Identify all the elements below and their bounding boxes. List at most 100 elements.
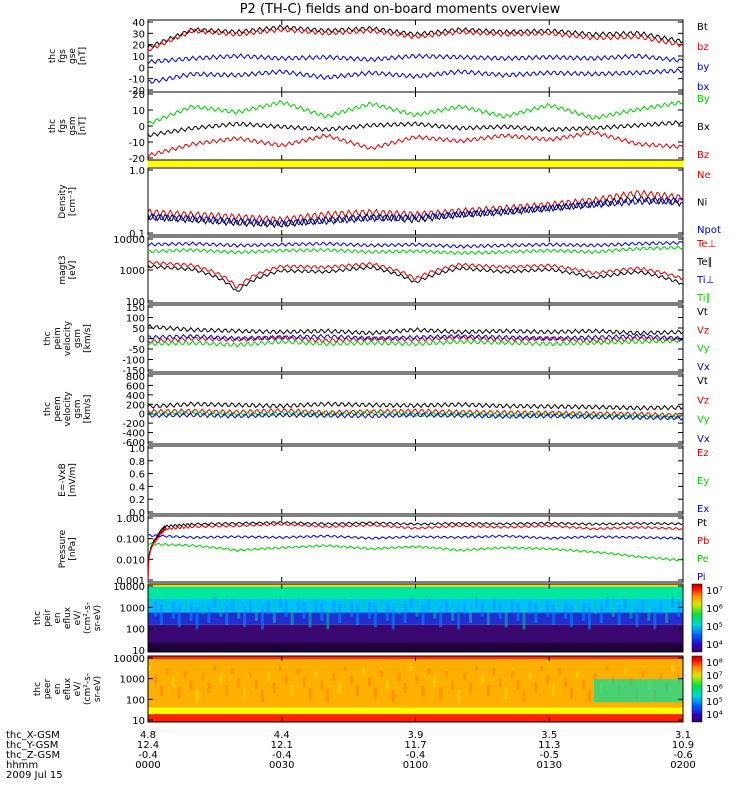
peer-texture	[373, 687, 377, 700]
peir-texture	[255, 603, 258, 621]
peer-texture	[243, 687, 247, 700]
peir-texture	[570, 605, 574, 628]
peim_velocity-series-Vx	[147, 333, 684, 342]
peir-ytick-label: 100	[126, 625, 145, 636]
peir-texture	[183, 599, 187, 613]
ephemeris-label: thc_Y-GSM	[6, 740, 58, 751]
peer-texture	[379, 670, 383, 678]
peir-texture	[397, 600, 401, 615]
peer-texture	[350, 675, 354, 684]
efield-legend-Ey: Ey	[697, 476, 709, 487]
peir-texture	[558, 598, 562, 610]
peir-texture	[326, 606, 330, 630]
peer-texture	[540, 665, 544, 672]
fgs_gse-ytick-label: -10	[129, 75, 145, 86]
temperature-ytick-label: 10000	[113, 235, 145, 246]
peer-texture	[237, 677, 241, 687]
peir-texture	[379, 599, 383, 613]
peir-texture	[504, 605, 508, 628]
peer-texture	[564, 677, 568, 687]
peem_velocity-ylabel: thc	[43, 402, 53, 416]
peir-texture	[195, 606, 199, 630]
peer-colorbar-label: 10⁵	[706, 697, 723, 708]
peim_velocity-legend-Vz: Vz	[697, 325, 709, 336]
ephemeris-table: thc_X-GSM 4.8 4.4 3.9 3.5 3.1 thc_Y-GSM 12.4 12.…	[6, 730, 696, 781]
peir-texture	[213, 597, 217, 608]
peer-texture	[189, 680, 193, 690]
peer-ylabel: peer	[43, 678, 53, 699]
fgs_gse-ylabel: [nT]	[78, 47, 88, 65]
temperature-series-Te∥	[147, 264, 684, 292]
peer-texture	[641, 670, 645, 678]
peer-texture	[326, 689, 330, 703]
peer-band	[148, 707, 683, 715]
peim_velocity-ytick-label: 100	[126, 314, 145, 325]
peir-ylabel: thc	[33, 611, 43, 625]
peir-texture	[540, 597, 544, 608]
peem_velocity-ylabel: velocity	[63, 391, 73, 427]
pressure-ylabel: Pressure	[58, 529, 68, 568]
fgs_gsm-ylabel: [nT]	[78, 117, 88, 135]
peer-texture	[290, 685, 294, 697]
peer-texture	[272, 682, 276, 694]
ephemeris-label: hhmm	[6, 760, 38, 771]
peer-texture	[177, 687, 181, 700]
peem_velocity-ylabel: [km/s]	[83, 395, 93, 424]
peim_velocity-legend-Vy: Vy	[697, 344, 710, 355]
peer-colorbar-label: 10⁶	[706, 684, 723, 695]
fgs_gsm-series-Bx	[147, 120, 684, 138]
peir-texture	[314, 599, 318, 613]
density-legend-Ni: Ni	[697, 198, 707, 209]
peir-texture	[445, 599, 449, 613]
peir-ylabel: eflux	[63, 606, 73, 629]
peir-texture	[647, 603, 651, 621]
peir-texture	[302, 602, 306, 619]
peer-ylabel: eV/	[73, 681, 83, 697]
peer-texture	[159, 685, 163, 697]
peer-texture	[546, 675, 550, 684]
peir-colorbar-label: 10⁶	[706, 604, 723, 615]
peir-texture	[308, 605, 312, 628]
peer-texture	[278, 665, 282, 672]
peir-texture	[451, 603, 455, 621]
fgs_gse-ytick-label: 20	[132, 41, 145, 52]
peer-texture	[320, 680, 324, 690]
peir-texture	[409, 597, 413, 608]
peem_velocity-legend-Vz: Vz	[697, 395, 709, 406]
efield-legend-Ex: Ex	[697, 504, 709, 515]
peem_velocity-ylabel: gsm	[73, 399, 83, 418]
peem_velocity-legend-Vx: Vx	[697, 434, 710, 445]
peer-texture	[308, 687, 312, 700]
density-legend-Npot: Npot	[697, 225, 721, 236]
pressure-legend-Pb: Pb	[697, 536, 709, 547]
peer-ylabel: eflux	[63, 677, 73, 700]
fgs_gse-legend-Bt: Bt	[697, 22, 708, 33]
peer-texture	[510, 670, 514, 678]
peer-texture	[522, 689, 526, 703]
peir-texture	[278, 597, 282, 608]
peer-texture	[469, 682, 472, 694]
peer-late-band	[593, 679, 683, 703]
peir-texture	[171, 602, 175, 619]
peir-texture	[415, 601, 419, 617]
peer-ytick-label: 10	[132, 716, 145, 727]
peir-texture	[332, 600, 336, 615]
peer-texture	[463, 673, 467, 681]
density-series-Ni	[147, 195, 684, 229]
ephemeris-value: 0100	[403, 760, 428, 771]
peer-texture	[623, 668, 627, 675]
peim_velocity-ylabel: velocity	[63, 320, 73, 356]
peir-band	[148, 624, 683, 643]
pressure-series-Pi	[147, 534, 684, 541]
peem_velocity-series-Vz	[147, 407, 684, 419]
peir-texture	[629, 602, 633, 619]
efield-frame	[147, 445, 684, 515]
peer-texture	[362, 668, 365, 675]
peer-ytick-label: 1000	[120, 675, 145, 686]
peer-texture	[498, 677, 502, 687]
ephemeris-value: 11.7	[404, 740, 426, 751]
fgs_gse-ylabel: thc	[48, 49, 58, 63]
pressure-series-Pt	[147, 520, 684, 583]
peir-texture	[653, 606, 657, 630]
temperature-frame	[147, 236, 684, 304]
